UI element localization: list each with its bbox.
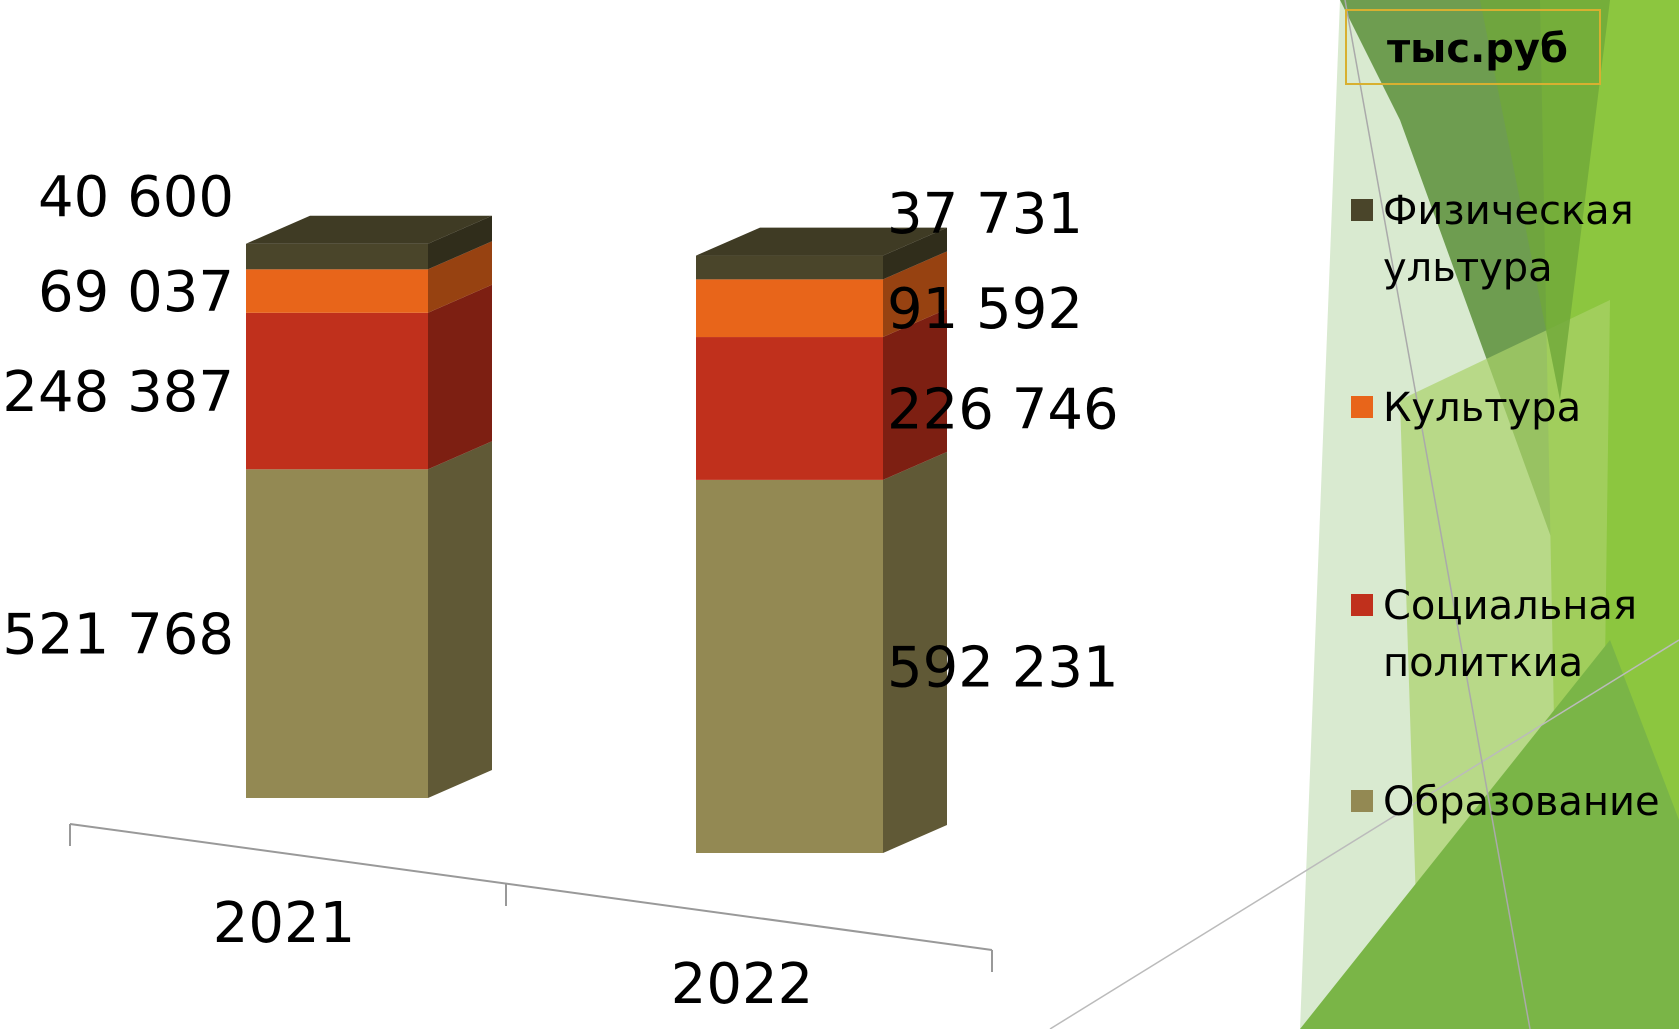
legend-swatch — [1351, 790, 1373, 812]
legend-swatch — [1351, 594, 1373, 616]
legend-label: Образование — [1383, 779, 1660, 825]
bar-segment — [246, 215, 492, 270]
bar-front — [696, 337, 883, 480]
value-label: 69 037 — [38, 260, 234, 325]
value-label: 248 387 — [2, 360, 234, 425]
bar-front — [696, 255, 883, 280]
bar-side — [428, 284, 492, 470]
legend-swatch — [1351, 199, 1373, 221]
bar-segment — [246, 241, 492, 313]
bar-front — [246, 312, 428, 470]
bar-side — [883, 251, 947, 338]
value-label: 521 768 — [2, 603, 234, 668]
legend-label: Культура — [1383, 385, 1582, 431]
bar-side — [428, 441, 492, 798]
legend-label: Физическая ультура — [1383, 188, 1634, 291]
bar-side — [428, 215, 492, 270]
bar-top — [246, 215, 492, 244]
value-label: 91 592 — [887, 277, 1083, 342]
bar-segment — [696, 227, 947, 280]
bar-segment — [696, 309, 947, 480]
background-decoration — [1049, 0, 1679, 1029]
x-tick-label: 2021 — [213, 891, 356, 956]
unit-label: тыс.руб — [1345, 9, 1601, 85]
axis-line — [69, 823, 993, 951]
bar-front — [696, 479, 883, 853]
bar-side — [883, 451, 947, 853]
bar-side — [883, 227, 947, 280]
x-tick-label: 2022 — [671, 952, 814, 1017]
value-label: 592 231 — [887, 635, 1119, 700]
bar-segment — [696, 251, 947, 338]
bar-front — [246, 469, 428, 798]
bar-side — [883, 309, 947, 480]
bar-segment — [246, 284, 492, 470]
bar-top — [696, 227, 947, 256]
bar-front — [246, 269, 428, 313]
bar-side — [428, 241, 492, 313]
legend-label: Социальная политкиа — [1383, 583, 1638, 686]
x-axis — [69, 823, 993, 972]
value-label: 40 600 — [38, 165, 234, 230]
bar-segment — [246, 441, 492, 798]
bar-segment — [696, 451, 947, 853]
legend-swatch — [1351, 396, 1373, 418]
bar-front — [246, 243, 428, 270]
bar-front — [696, 279, 883, 338]
value-label: 37 731 — [887, 182, 1083, 247]
value-label: 226 746 — [887, 377, 1119, 442]
